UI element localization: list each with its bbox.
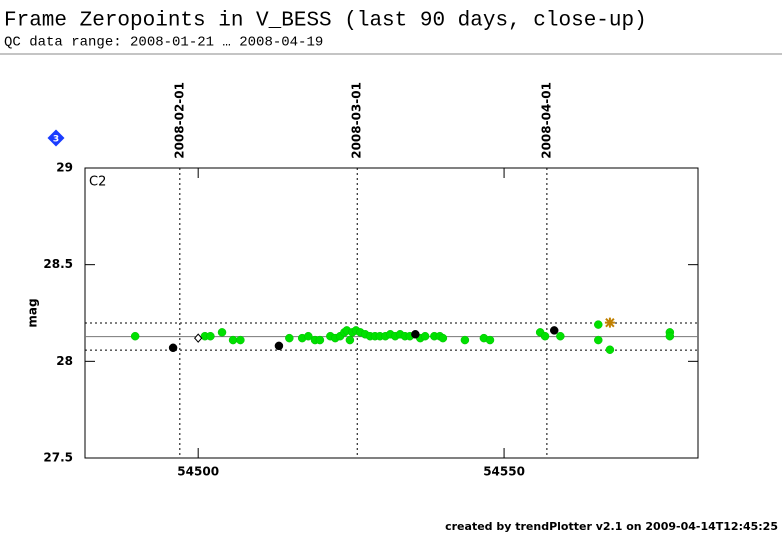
point bbox=[665, 331, 675, 341]
x-tick-label: 54500 bbox=[177, 465, 219, 479]
point bbox=[217, 328, 227, 337]
chart-subtitle: QC data range: 2008-01-21 … 2008-04-19 bbox=[4, 35, 323, 51]
panel-label: C2 bbox=[89, 175, 106, 190]
y-tick-label: 28.5 bbox=[43, 257, 73, 271]
point bbox=[411, 330, 420, 339]
point bbox=[130, 331, 140, 341]
footer: created by trendPlotter v2.1 on 2009-04-… bbox=[445, 520, 778, 533]
point bbox=[556, 331, 565, 341]
y-tick-label: 27.5 bbox=[43, 451, 73, 465]
point bbox=[549, 326, 559, 335]
point bbox=[438, 333, 448, 343]
y-axis-label: mag bbox=[26, 298, 40, 327]
point bbox=[605, 345, 615, 354]
point bbox=[540, 331, 550, 341]
point bbox=[594, 335, 603, 345]
point bbox=[236, 335, 245, 345]
point bbox=[168, 343, 178, 353]
date-tick-label: 2008-04-01 bbox=[539, 82, 553, 159]
date-tick-label: 2008-03-01 bbox=[350, 82, 364, 159]
point bbox=[274, 341, 284, 351]
point bbox=[485, 335, 495, 345]
chart-title: Frame Zeropoints in V_BESS (last 90 days… bbox=[4, 10, 647, 33]
date-tick-label: 2008-02-01 bbox=[172, 82, 186, 159]
point bbox=[194, 333, 203, 343]
point bbox=[304, 331, 313, 341]
point bbox=[206, 331, 215, 341]
point bbox=[460, 335, 470, 345]
x-tick-label: 54550 bbox=[483, 465, 525, 479]
point bbox=[285, 333, 294, 343]
y-tick-label: 28 bbox=[56, 354, 73, 368]
y-tick-label: 29 bbox=[56, 161, 73, 175]
badge: 3 bbox=[53, 135, 59, 145]
plot-frame bbox=[84, 167, 699, 459]
point bbox=[420, 331, 430, 341]
point bbox=[594, 320, 603, 329]
point bbox=[228, 335, 238, 345]
point bbox=[604, 317, 615, 328]
point bbox=[345, 335, 355, 345]
point bbox=[315, 335, 325, 345]
